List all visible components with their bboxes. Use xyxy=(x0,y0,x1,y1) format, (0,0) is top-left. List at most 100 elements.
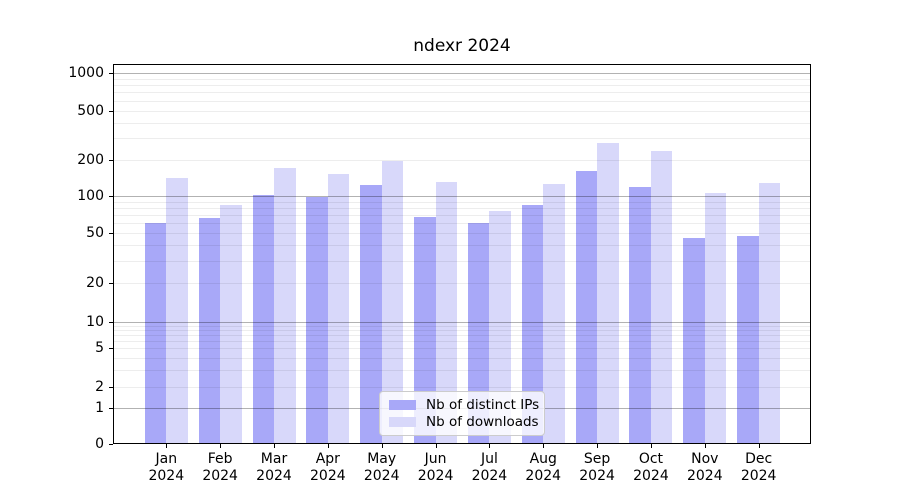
legend-label-downloads: Nb of downloads xyxy=(426,413,539,430)
bar-ips-may xyxy=(360,184,382,444)
x-tick-label-month: Apr xyxy=(315,451,340,467)
x-tick-label-month: Mar xyxy=(260,451,288,467)
bar-downloads-jun xyxy=(435,181,458,444)
grid-layer xyxy=(113,64,811,444)
x-tick-mark-sep xyxy=(597,444,599,448)
x-tick-mark-apr xyxy=(327,444,329,448)
x-tick-label-jun: Jun 2024 xyxy=(404,451,468,484)
minor-gridline-50 xyxy=(113,233,811,235)
minor-gridline-700 xyxy=(113,92,811,94)
x-tick-label-month: Dec xyxy=(745,451,773,467)
minor-gridline-800 xyxy=(113,85,811,87)
x-tick-mark-jan xyxy=(166,444,168,448)
major-gridline-1000 xyxy=(113,73,811,75)
x-tick-label-year: 2024 xyxy=(633,467,669,484)
minor-gridline-7 xyxy=(113,335,811,337)
bar-ips-apr xyxy=(306,196,328,444)
x-tick-label-year: 2024 xyxy=(417,467,454,484)
bar-downloads-may xyxy=(381,161,404,444)
x-tick-label-apr: Apr 2024 xyxy=(296,451,360,484)
x-tick-label-feb: Feb 2024 xyxy=(188,451,252,484)
minor-gridline-600 xyxy=(113,100,811,102)
y-tick-label-20: 20 xyxy=(86,275,104,291)
legend-swatch-downloads xyxy=(389,416,416,427)
bar-downloads-jan xyxy=(166,178,188,444)
bar-ips-feb xyxy=(198,217,221,444)
y-tick-mark-10 xyxy=(109,321,113,323)
bars-layer xyxy=(113,64,811,444)
x-tick-label-month: Jun xyxy=(424,451,447,467)
y-tick-mark-200 xyxy=(109,160,113,161)
x-tick-label-year: 2024 xyxy=(740,467,777,484)
y-tick-mark-5 xyxy=(109,348,113,350)
y-tick-mark-1000 xyxy=(109,73,113,75)
minor-gridline-70 xyxy=(113,215,811,217)
minor-gridline-5 xyxy=(113,348,811,350)
minor-gridline-4 xyxy=(113,357,811,359)
x-tick-label-aug: Aug 2024 xyxy=(511,451,575,484)
bar-ips-aug xyxy=(521,204,544,444)
legend-item-distinct-ips: Nb of distinct IPs xyxy=(389,397,539,413)
bar-downloads-aug xyxy=(543,183,565,444)
x-tick-label-dec: Dec 2024 xyxy=(727,451,791,484)
minor-gridline-8 xyxy=(113,330,811,332)
y-tick-mark-2 xyxy=(109,386,113,388)
bar-downloads-sep xyxy=(597,143,619,444)
x-tick-label-jul: Jul 2024 xyxy=(457,451,521,484)
x-tick-label-nov: Nov 2024 xyxy=(673,451,737,484)
x-tick-label-jan: Jan 2024 xyxy=(134,451,198,484)
bar-ips-jan xyxy=(144,222,167,444)
y-tick-label-0: 0 xyxy=(95,436,104,452)
bar-downloads-oct xyxy=(650,150,673,444)
legend: Nb of distinct IPs Nb of downloads xyxy=(379,391,545,436)
x-tick-mark-aug xyxy=(543,444,545,448)
x-tick-label-mar: Mar 2024 xyxy=(242,451,306,484)
x-tick-label-month: Jul xyxy=(480,451,498,467)
minor-gridline-80 xyxy=(113,208,811,209)
plot-area: Nb of distinct IPs Nb of downloads xyxy=(113,64,811,444)
bar-ips-oct xyxy=(629,187,651,444)
x-tick-label-year: 2024 xyxy=(471,467,508,484)
bar-ips-jun xyxy=(414,216,436,444)
y-tick-label-500: 500 xyxy=(77,102,104,119)
bar-downloads-feb xyxy=(220,205,242,444)
bar-downloads-apr xyxy=(327,173,350,444)
x-tick-label-month: Jan xyxy=(155,451,178,467)
y-tick-label-100: 100 xyxy=(77,188,104,204)
x-tick-mark-jun xyxy=(435,444,437,448)
x-tick-label-month: Nov xyxy=(691,451,719,467)
x-tick-mark-nov xyxy=(704,444,706,448)
x-tick-label-oct: Oct 2024 xyxy=(619,451,683,484)
bar-downloads-jul xyxy=(489,210,511,444)
minor-gridline-2 xyxy=(113,386,811,388)
y-tick-label-1000: 1000 xyxy=(68,65,104,82)
y-tick-label-50: 50 xyxy=(86,225,104,242)
y-tick-mark-50 xyxy=(109,233,113,235)
y-tick-label-200: 200 xyxy=(77,152,104,168)
y-tick-label-5: 5 xyxy=(95,340,104,357)
y-tick-label-2: 2 xyxy=(95,378,104,395)
bar-downloads-nov xyxy=(704,192,727,444)
x-tick-label-year: 2024 xyxy=(579,467,615,484)
minor-gridline-500 xyxy=(113,110,811,112)
x-tick-mark-dec xyxy=(758,444,760,448)
x-tick-label-year: 2024 xyxy=(202,467,238,484)
minor-gridline-20 xyxy=(113,283,811,284)
x-tick-mark-mar xyxy=(274,444,275,448)
minor-gridline-3 xyxy=(113,369,811,371)
minor-gridline-40 xyxy=(113,245,811,247)
x-tick-label-month: Aug xyxy=(529,451,557,467)
x-tick-label-year: 2024 xyxy=(148,467,185,484)
minor-gridline-900 xyxy=(113,78,811,80)
bar-ips-jul xyxy=(467,222,490,444)
x-tick-label-year: 2024 xyxy=(363,467,400,484)
legend-swatch-distinct-ips xyxy=(389,400,416,411)
bar-ips-nov xyxy=(683,237,705,444)
minor-gridline-400 xyxy=(113,122,811,124)
x-tick-mark-may xyxy=(381,444,383,448)
minor-gridline-90 xyxy=(113,201,811,203)
legend-item-downloads: Nb of downloads xyxy=(389,414,539,430)
major-gridline-100 xyxy=(113,196,811,197)
minor-gridline-60 xyxy=(113,223,811,225)
x-tick-label-month: Sep xyxy=(583,451,611,467)
